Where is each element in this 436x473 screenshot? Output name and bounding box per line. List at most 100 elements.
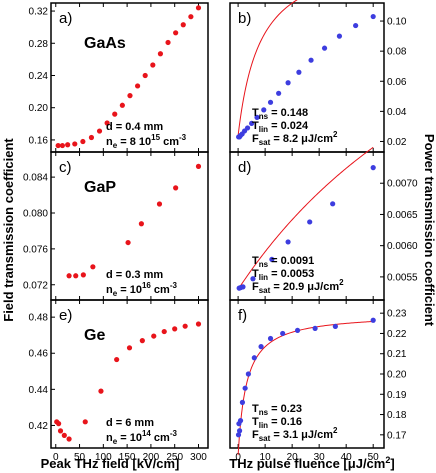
data-point (55, 142, 61, 149)
data-point (112, 111, 118, 117)
y-tick-label: 0.28 (29, 39, 49, 50)
data-point (239, 399, 246, 405)
data-point (142, 72, 148, 79)
density-label-part: e (113, 437, 118, 446)
tlin-label-value: = 0.024 (268, 120, 309, 132)
data-point (308, 57, 314, 63)
x-tick-label: 0 (235, 452, 241, 463)
material-label: GaAs (84, 35, 126, 52)
fsat-label-sup: 2 (339, 278, 344, 287)
y-tick-label: 0.24 (29, 71, 49, 82)
data-point (114, 356, 120, 363)
tns-label-symbol: T (252, 403, 259, 415)
fsat-label-sup: 2 (333, 130, 338, 139)
y-tick-label: 0.21 (387, 349, 407, 360)
density-label-part: n (106, 432, 113, 444)
fsat-label: Fsat = 3.1 μJ/cm2 (252, 426, 338, 443)
data-point (285, 239, 291, 245)
material-label: Ge (84, 327, 105, 344)
fsat-label-sub: sat (259, 138, 271, 147)
x-tick-label: 300 (190, 452, 207, 463)
data-point (73, 273, 79, 279)
right-x-axis-title-main: THz pulse fluence [μJ/cm (229, 456, 385, 471)
x-tick-label: 40 (341, 452, 353, 463)
x-tick-label: 50 (368, 452, 380, 463)
data-point (237, 418, 244, 424)
tns-label-value: = 0.148 (268, 107, 308, 119)
tns-label-sub: ns (259, 260, 269, 269)
y-tick-label: 0.17 (387, 430, 407, 441)
panel-label: b) (238, 10, 251, 27)
tns-label: Tns = 0.23 (252, 403, 302, 417)
density-label-part: e (113, 141, 118, 150)
data-point (150, 62, 156, 68)
data-point (267, 335, 274, 342)
data-point (98, 388, 104, 394)
fsat-label-value: = 20.9 μJ/cm (270, 281, 339, 293)
x-tick-label: 10 (260, 452, 272, 463)
data-point (157, 51, 164, 57)
y-tick-label: 0.06 (387, 77, 407, 88)
data-point (254, 114, 260, 120)
right-x-axis-title: THz pulse fluence [μJ/cm2] (229, 455, 394, 471)
data-point (173, 185, 179, 191)
y-tick-label: 0.08 (387, 47, 407, 58)
data-point (80, 138, 86, 145)
y-tick-label: 0.080 (23, 208, 48, 219)
data-point (104, 120, 110, 126)
plot-frame (50, 299, 209, 449)
tns-label: Tns = 0.148 (252, 107, 308, 121)
y-tick-label: 0.44 (29, 385, 49, 396)
data-point (82, 419, 88, 425)
density-label-part: cm (160, 136, 179, 148)
data-point (66, 436, 72, 442)
density-label-part: cm (151, 432, 170, 444)
data-point (66, 273, 72, 279)
data-point (240, 284, 246, 290)
y-tick-label: 0.0055 (387, 272, 418, 283)
y-tick-label: 0.19 (387, 390, 407, 401)
data-point (57, 428, 64, 434)
x-tick-label: 50 (74, 452, 86, 463)
data-point (173, 30, 179, 36)
data-point (156, 201, 163, 207)
tlin-label-sub: lin (259, 421, 268, 430)
y-tick-label: 0.02 (387, 137, 407, 148)
data-point (242, 385, 248, 391)
data-point (321, 45, 328, 51)
data-point (180, 22, 186, 28)
fsat-label-sub: sat (259, 434, 271, 443)
tlin-label: Tlin = 0.0053 (252, 268, 314, 282)
tlin-label-value: = 0.16 (268, 416, 302, 428)
data-point (59, 142, 66, 149)
density-label-part: n (106, 284, 113, 296)
data-point (134, 83, 141, 89)
data-point (139, 338, 145, 344)
panel-e: 0.42 0.44 0.46 0.48 0 50 100 150 200 250 300 e) Ge d … (29, 299, 209, 463)
data-point (370, 317, 376, 323)
fsat-label: Fsat = 8.2 μJ/cm2 (252, 130, 338, 147)
density-label-part: 14 (142, 429, 151, 438)
x-tick-label: 0 (53, 452, 59, 463)
panel-label: f) (238, 307, 247, 324)
density-label: ne = 1014 cm-3 (106, 429, 178, 446)
left-y-axis-title: Field transmission coefficient (1, 138, 16, 322)
right-x-axis-title-end: ] (390, 456, 394, 471)
data-point (61, 432, 67, 438)
y-tick-label: 0.0065 (387, 210, 418, 221)
y-tick-label: 0.46 (29, 349, 49, 360)
density-label: ne = 1016 cm-3 (106, 281, 178, 298)
panel-label: d) (238, 159, 251, 176)
y-tick-label: 0.0070 (387, 179, 418, 190)
tlin-label: Tlin = 0.16 (252, 416, 302, 430)
panel-label: a) (59, 10, 72, 27)
data-point (80, 272, 86, 278)
fit-curve (237, 146, 374, 290)
data-point (312, 325, 318, 331)
x-tick-label: 200 (143, 452, 160, 463)
